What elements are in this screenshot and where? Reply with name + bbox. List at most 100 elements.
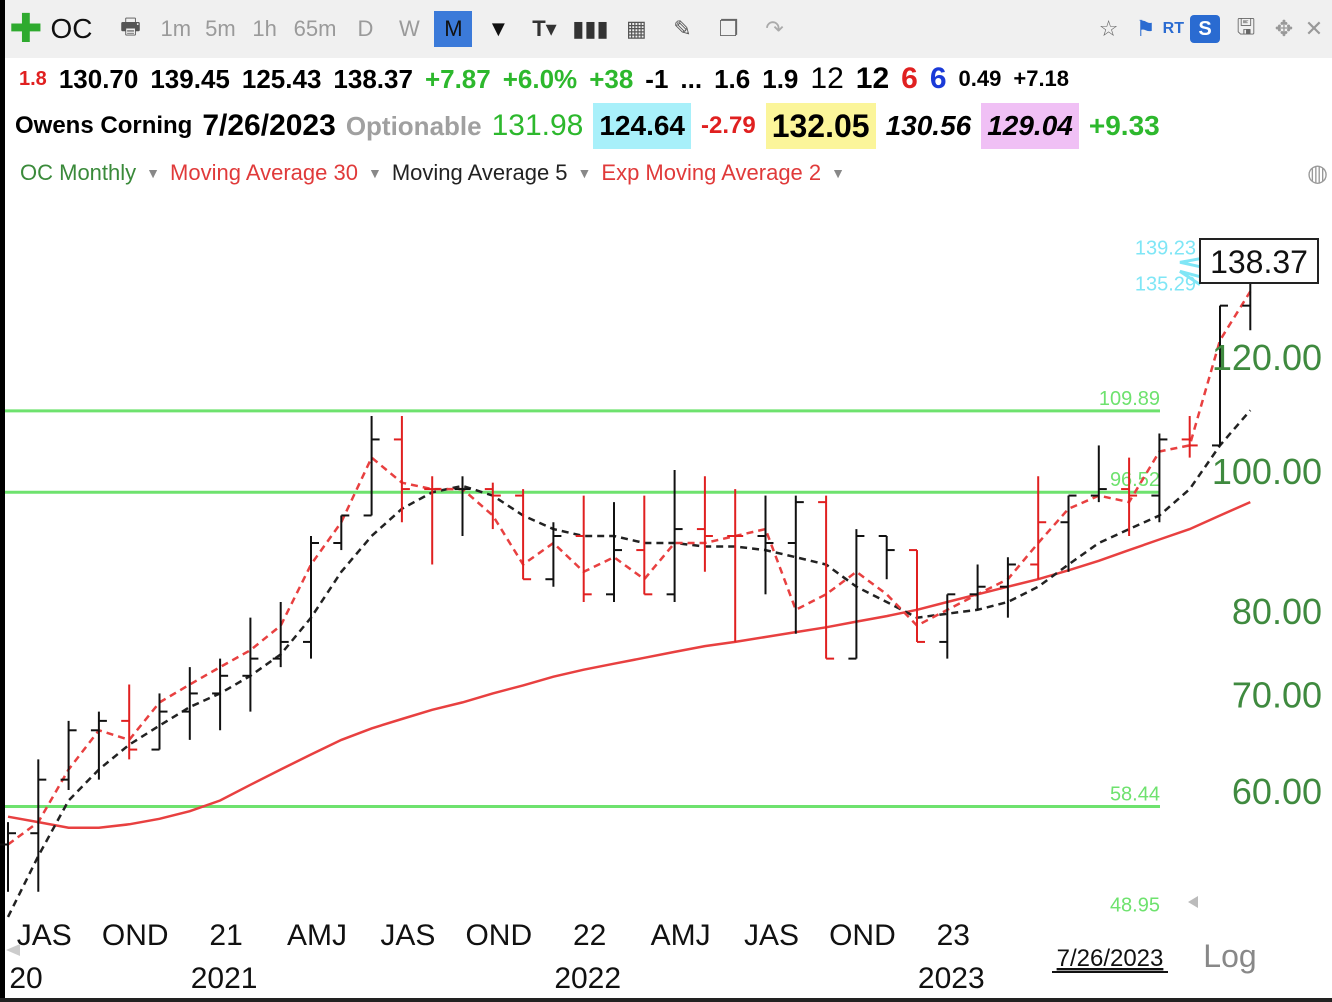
ohlc-bar bbox=[818, 495, 835, 660]
star-icon[interactable]: ☆ bbox=[1098, 16, 1119, 41]
ohlc-bar bbox=[1121, 457, 1138, 537]
period-65m[interactable]: 65m bbox=[293, 16, 337, 41]
quote2-value-3: 131.98 bbox=[491, 109, 584, 142]
band-marker-0 bbox=[1179, 257, 1201, 269]
quote2-value-4: 124.64 bbox=[593, 103, 691, 149]
quote1-value-9: ... bbox=[680, 63, 703, 94]
scroll-left-icon[interactable] bbox=[1188, 896, 1198, 908]
x-month-label-3: AMJ bbox=[287, 919, 347, 952]
ohlc-bar bbox=[969, 564, 986, 610]
quote2-value-5: -2.79 bbox=[701, 112, 756, 139]
print-icon[interactable]: 🖶 bbox=[120, 14, 141, 39]
study-dropdown-icon[interactable]: ▼ bbox=[146, 165, 161, 181]
price-tick-1: 100.00 bbox=[1212, 451, 1322, 492]
log-scale-toggle: Log bbox=[1203, 938, 1256, 974]
quote1-value-16: 0.49 bbox=[958, 66, 1002, 91]
quote-row-2: Owens Corning 7/26/2023 Optionable 131.98 12… bbox=[5, 102, 1332, 150]
bars-icon[interactable]: ▮▮▮ bbox=[572, 16, 609, 41]
ohlc-bar bbox=[60, 720, 77, 790]
period-d[interactable]: D bbox=[357, 16, 374, 41]
ohlc-bar bbox=[1090, 445, 1107, 503]
x-month-label-1: OND bbox=[102, 919, 169, 952]
ohlc-bar bbox=[878, 535, 895, 580]
ohlc-bar bbox=[787, 495, 804, 634]
ohlc-bar bbox=[727, 489, 744, 642]
x-month-label-10: 23 bbox=[937, 919, 970, 952]
ohlc-bar bbox=[696, 476, 713, 572]
ohlc-bar bbox=[151, 693, 168, 751]
study-dropdown-icon[interactable]: ▼ bbox=[831, 165, 845, 181]
text-icon[interactable]: T▾ bbox=[532, 16, 557, 41]
last-price-label: 138.37 bbox=[1210, 244, 1308, 280]
x-month-label-7: AMJ bbox=[651, 919, 711, 952]
ohlc-bar bbox=[757, 495, 774, 595]
ohlc-bar bbox=[909, 549, 925, 643]
pencil-icon[interactable]: ✎ bbox=[673, 16, 692, 41]
period-w[interactable]: W bbox=[399, 16, 420, 41]
band-marker-1 bbox=[1179, 269, 1201, 286]
period-1m[interactable]: 1m bbox=[160, 16, 192, 41]
save-icon[interactable]: 🖫 bbox=[1236, 14, 1256, 39]
close-icon[interactable]: ✕ bbox=[1304, 16, 1324, 41]
ohlc-bar bbox=[181, 667, 198, 740]
period-m[interactable]: M bbox=[434, 11, 473, 47]
quote1-value-8: -1 bbox=[645, 63, 669, 94]
ohlc-bar bbox=[999, 557, 1016, 618]
ohlc-bar bbox=[636, 495, 653, 596]
quote1-value-13: 12 bbox=[855, 62, 890, 95]
period-1h[interactable]: 1h bbox=[252, 16, 277, 41]
window-bottom-border bbox=[0, 998, 1332, 1002]
share-icon[interactable]: ↷ bbox=[765, 16, 784, 41]
price-tick-4: 60.00 bbox=[1232, 771, 1322, 812]
quote1-value-4: 138.37 bbox=[333, 63, 413, 94]
ohlc-bar bbox=[606, 502, 622, 603]
quote1-value-5: +7.87 bbox=[424, 63, 491, 94]
chart-toolbar: ✚ OC 🖶 1m 5m 1h 65m D W M ▼ T▾ ▮▮▮ ▦ ✎ ❐… bbox=[5, 0, 1332, 58]
rt-icon[interactable]: RT bbox=[1162, 20, 1184, 37]
ohlc-bar bbox=[363, 416, 380, 517]
quote1-value-2: 139.45 bbox=[150, 63, 230, 94]
dropdown-icon[interactable]: ▼ bbox=[487, 16, 510, 41]
study-dropdown-icon[interactable]: ▼ bbox=[367, 165, 382, 181]
band-label-0: 139.23 bbox=[1135, 238, 1196, 260]
copy-icon[interactable]: ❐ bbox=[718, 16, 739, 41]
add-icon[interactable]: ✚ bbox=[9, 7, 43, 51]
ohlc-bar bbox=[1151, 433, 1168, 523]
ohlc-bar bbox=[454, 476, 471, 537]
quote1-value-7: +38 bbox=[589, 63, 634, 94]
scroll-back-icon[interactable] bbox=[6, 944, 20, 956]
study-label-2[interactable]: Moving Average 5 bbox=[391, 160, 568, 185]
series-line-0 bbox=[7, 500, 1251, 829]
price-tick-0: 120.00 bbox=[1212, 337, 1322, 378]
quote2-value-0: Owens Corning bbox=[15, 112, 193, 139]
study-label-1[interactable]: Moving Average 30 bbox=[170, 160, 358, 185]
x-month-label-6: 22 bbox=[573, 919, 606, 952]
quote-row-1: 1.8 130.70 139.45 125.43 138.37 +7.87 +6.0% +38… bbox=[5, 58, 1332, 100]
quote1-value-12: 12 bbox=[810, 62, 844, 95]
ohlc-bar bbox=[333, 514, 350, 551]
move-icon[interactable]: ✥ bbox=[1274, 16, 1294, 41]
flag-icon[interactable]: ⚑ bbox=[1135, 16, 1156, 41]
symbol-label[interactable]: OC bbox=[50, 13, 93, 44]
ohlc-bar bbox=[242, 617, 259, 712]
x-month-label-4: JAS bbox=[380, 919, 435, 952]
x-month-label-0: JAS bbox=[17, 919, 72, 952]
x-year-label-2: 2022 bbox=[554, 962, 621, 995]
study-label-0[interactable]: OC Monthly bbox=[20, 160, 137, 185]
x-year-label-0: 20 bbox=[9, 962, 42, 995]
series-line-2 bbox=[7, 290, 1252, 846]
quote1-value-1: 130.70 bbox=[58, 63, 139, 94]
hline-label-0: 109.89 bbox=[1099, 388, 1160, 410]
grid-icon[interactable]: ▦ bbox=[626, 16, 647, 41]
study-dropdown-icon[interactable]: ▼ bbox=[577, 165, 592, 181]
hline-label-1: 96.52 bbox=[1110, 469, 1160, 491]
ohlc-bar bbox=[1212, 304, 1228, 447]
price-tick-3: 70.00 bbox=[1232, 674, 1322, 715]
period-5m[interactable]: 5m bbox=[205, 16, 236, 41]
study-label-3[interactable]: Exp Moving Average 2 bbox=[601, 160, 822, 185]
quote1-value-11: 1.9 bbox=[762, 63, 799, 94]
s-icon[interactable]: S bbox=[1190, 15, 1220, 43]
globe-icon[interactable]: ◍ bbox=[1307, 159, 1328, 187]
quote1-value-6: +6.0% bbox=[502, 63, 578, 94]
